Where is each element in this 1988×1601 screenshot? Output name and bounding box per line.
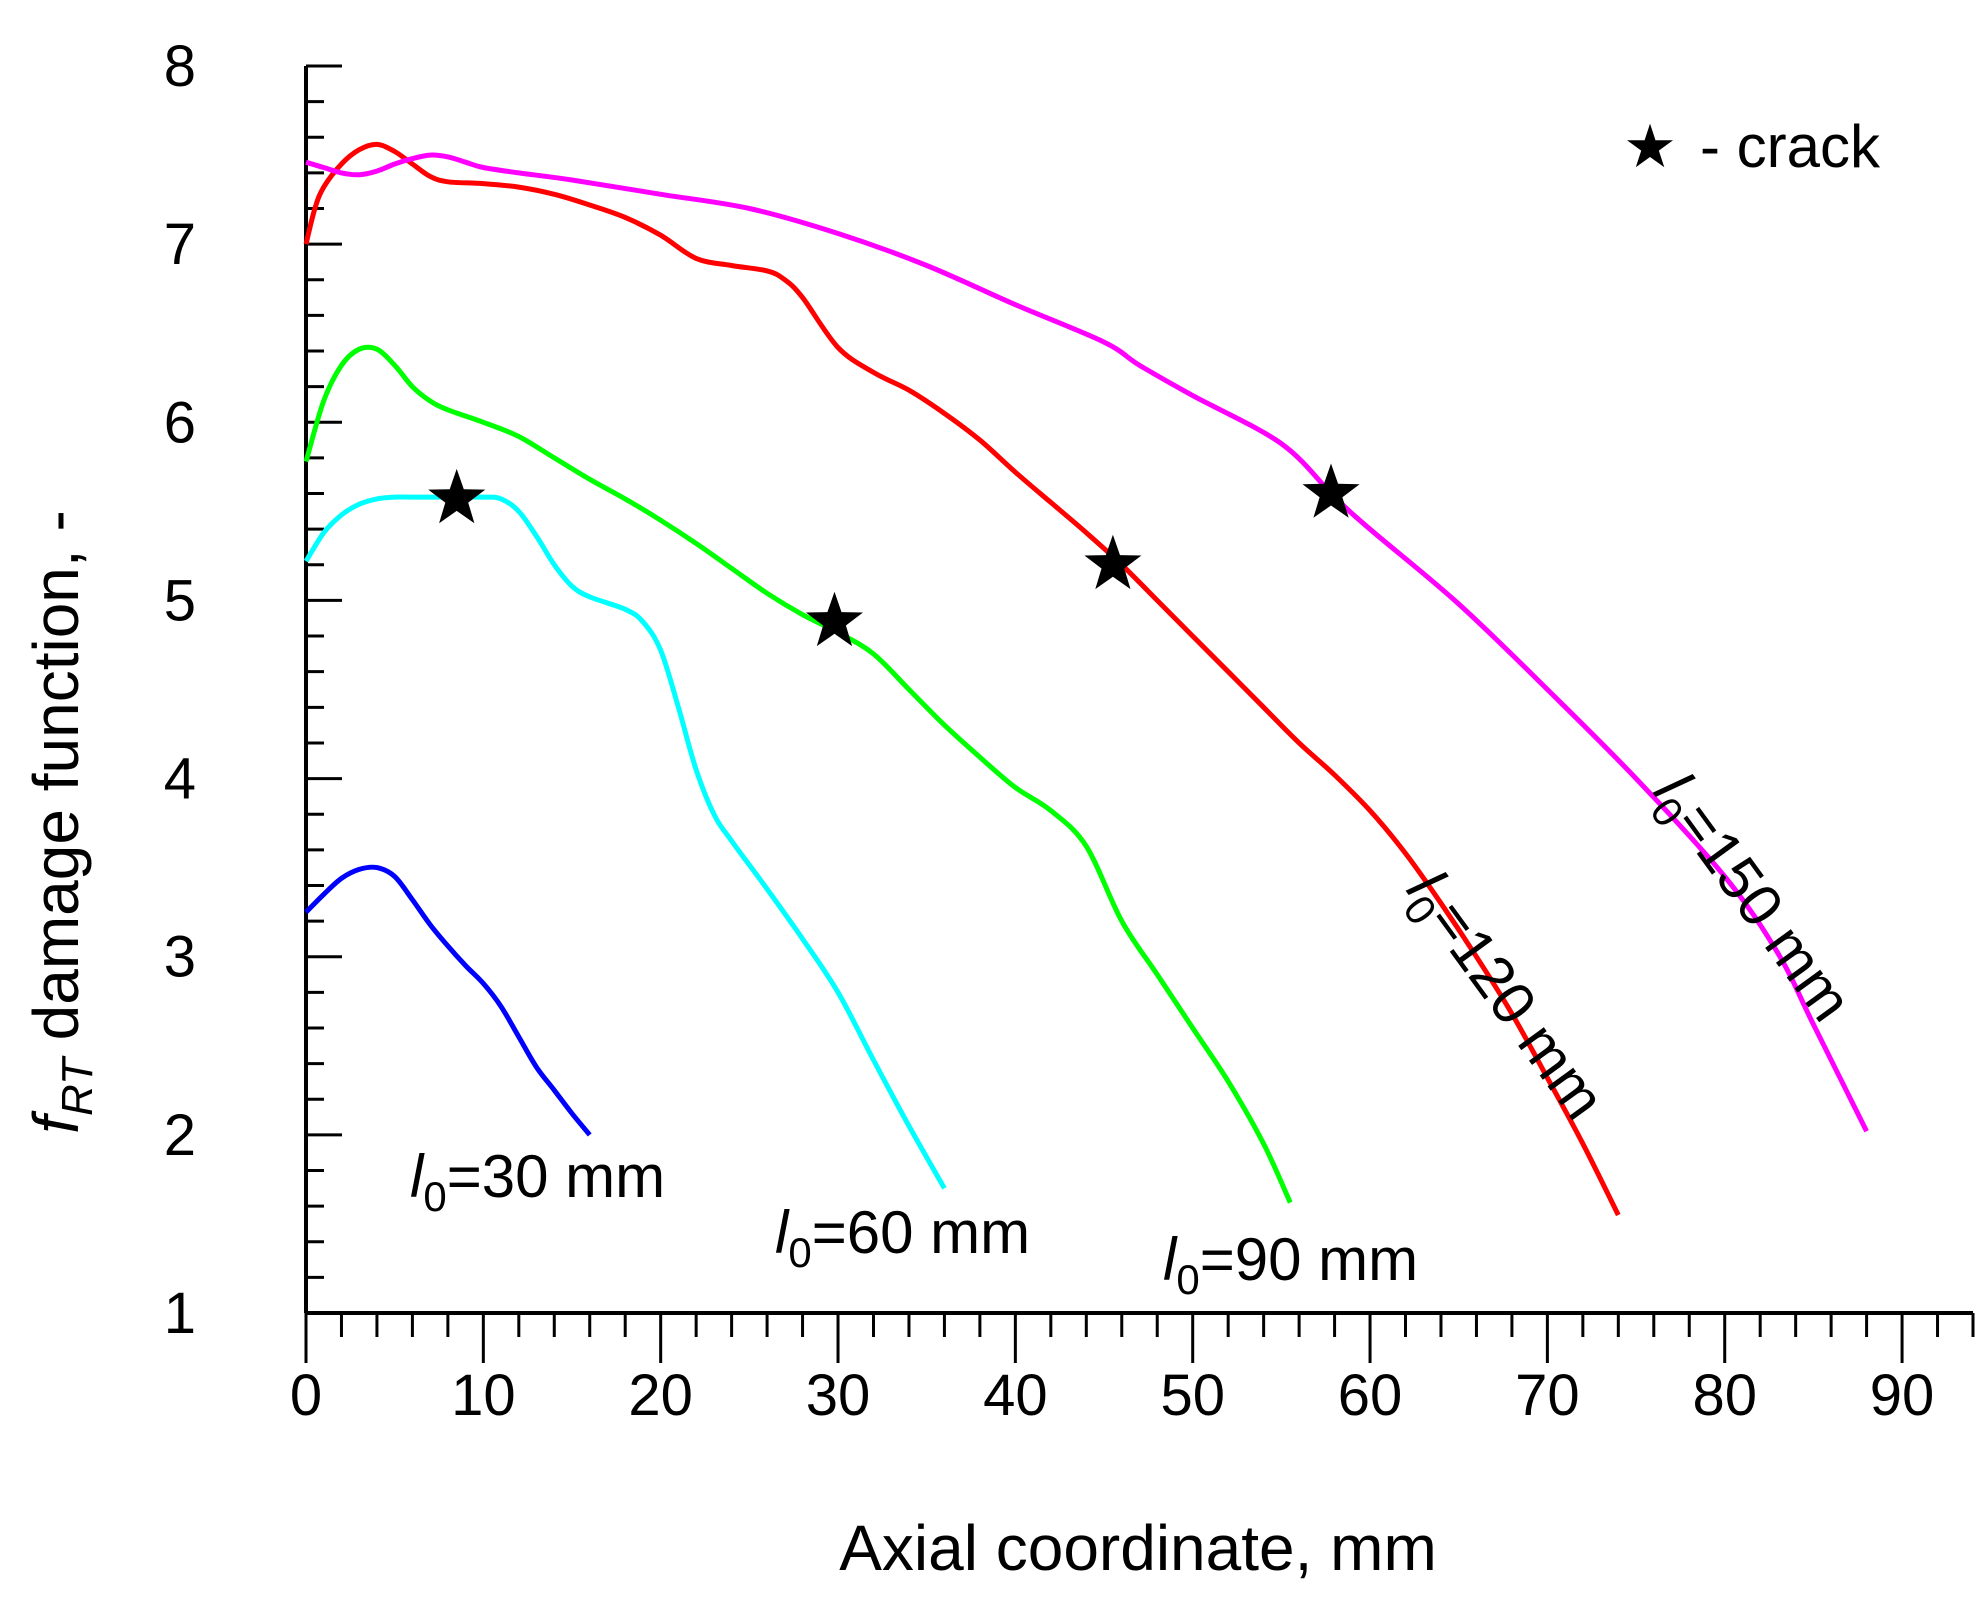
curve-label-150mm-rest: =150 mm <box>1663 790 1865 1033</box>
x-axis-title: Axial coordinate, mm <box>839 1512 1437 1584</box>
curve-label-60mm-subscript: 0 <box>788 1229 811 1276</box>
x-tick-label: 10 <box>451 1363 516 1428</box>
y-tick-label: 2 <box>164 1103 196 1168</box>
series-line-0 <box>304 864 592 1137</box>
series-lines <box>303 141 1869 1217</box>
curve-label-90mm-rest: =90 mm <box>1200 1226 1418 1293</box>
x-axis-tick-labels: 0 10 20 30 40 50 60 70 80 90 <box>290 1363 1934 1428</box>
crack-star-icon <box>428 468 486 524</box>
crack-star-icon <box>1302 463 1360 518</box>
legend-star-icon: ★ <box>1623 113 1677 180</box>
legend-label: - crack <box>1700 113 1881 180</box>
curve-labels: l0=30 mm l0=60 mm l0=90 mm l0=120 mm l0=… <box>410 760 1865 1303</box>
x-tick-label: 30 <box>806 1363 871 1428</box>
series-line-4 <box>305 152 1869 1133</box>
curve-label-30mm: l0=30 mm <box>410 1143 665 1220</box>
y-tick-label: 5 <box>164 568 196 633</box>
y-axis-title-subscript: RT <box>53 1055 102 1116</box>
curve-label-120mm-rest: =120 mm <box>1416 888 1618 1131</box>
x-tick-label: 70 <box>1515 1363 1580 1428</box>
axes: 1 2 3 4 5 6 7 8 0 10 20 30 40 50 60 70 80 90 <box>164 34 1975 1428</box>
y-tick-label: 1 <box>164 1281 196 1346</box>
y-axis-ticks <box>306 64 342 1315</box>
curve-label-60mm: l0=60 mm <box>775 1199 1030 1276</box>
curve-label-90mm: l0=90 mm <box>1163 1226 1418 1303</box>
curve-label-150mm: l0=150 mm <box>1633 760 1865 1039</box>
x-tick-label: 90 <box>1870 1363 1935 1428</box>
series-line-2 <box>303 344 1293 1204</box>
y-tick-label: 7 <box>164 212 196 277</box>
curve-label-30mm-subscript: 0 <box>423 1173 446 1220</box>
curve-label-60mm-symbol: l <box>775 1199 790 1266</box>
y-tick-label: 4 <box>164 747 196 812</box>
crack-markers <box>428 463 1360 647</box>
x-tick-label: 50 <box>1160 1363 1225 1428</box>
x-tick-label: 60 <box>1338 1363 1403 1428</box>
y-axis-title: fRT damage function, - <box>20 510 102 1134</box>
legend: ★ - crack <box>1623 113 1881 180</box>
series-line-1 <box>303 494 947 1190</box>
crack-star-icon <box>805 591 863 647</box>
y-tick-label: 6 <box>164 390 196 455</box>
curve-label-90mm-subscript: 0 <box>1176 1256 1199 1303</box>
x-tick-label: 40 <box>983 1363 1048 1428</box>
y-tick-label: 3 <box>164 925 196 990</box>
y-axis-title-rest: damage function, - <box>20 510 92 1058</box>
y-axis-tick-labels: 1 2 3 4 5 6 7 8 <box>164 34 196 1346</box>
crack-star-icon <box>1084 534 1142 590</box>
x-axis-ticks <box>304 1313 1975 1363</box>
series-line-3 <box>303 141 1621 1217</box>
curve-label-120mm: l0=120 mm <box>1386 858 1618 1137</box>
curve-label-60mm-rest: =60 mm <box>812 1199 1030 1266</box>
x-tick-label: 0 <box>290 1363 322 1428</box>
x-tick-label: 80 <box>1692 1363 1757 1428</box>
y-tick-label: 8 <box>164 34 196 99</box>
curve-label-30mm-rest: =30 mm <box>447 1143 665 1210</box>
x-tick-label: 20 <box>628 1363 693 1428</box>
curve-label-30mm-symbol: l <box>410 1143 425 1210</box>
curve-label-90mm-symbol: l <box>1163 1226 1178 1293</box>
